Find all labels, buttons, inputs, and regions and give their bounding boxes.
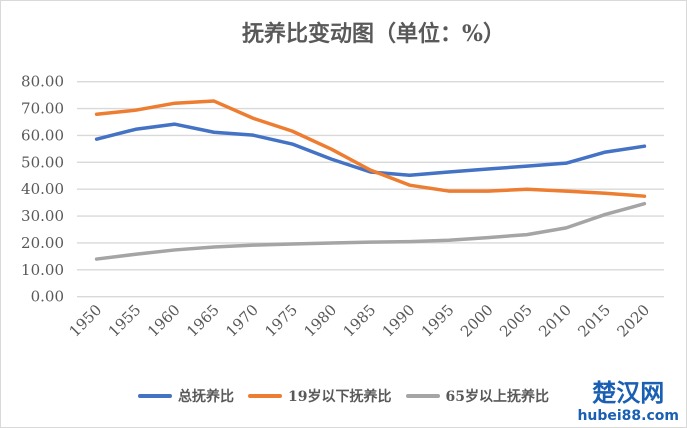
x-tick-label: 1985 bbox=[340, 301, 380, 341]
legend-swatch bbox=[248, 394, 283, 398]
y-tick-label: 80.00 bbox=[21, 73, 64, 91]
x-tick-label: 2015 bbox=[574, 301, 614, 341]
x-tick-label: 2000 bbox=[457, 301, 497, 341]
y-tick-label: 40.00 bbox=[21, 180, 64, 198]
chart-title: 抚养比变动图（单位：%） bbox=[242, 21, 505, 47]
legend-label: 19岁以下抚养比 bbox=[288, 389, 392, 405]
y-tick-label: 0.00 bbox=[31, 288, 64, 306]
y-tick-label: 20.00 bbox=[21, 234, 64, 252]
x-tick-label: 2020 bbox=[614, 301, 654, 341]
x-tick-label: 1975 bbox=[261, 301, 301, 341]
y-tick-label: 10.00 bbox=[21, 261, 64, 279]
series-line-3 bbox=[94, 201, 647, 261]
legend: 总抚养比 19岁以下抚养比 65岁以上抚养比 bbox=[0, 386, 687, 406]
legend-swatch bbox=[138, 394, 173, 398]
y-tick-label: 50.00 bbox=[21, 153, 64, 171]
legend-label: 总抚养比 bbox=[178, 389, 235, 405]
x-tick-label: 1995 bbox=[418, 301, 458, 341]
legend-label: 65岁以上抚养比 bbox=[445, 389, 549, 405]
y-tick-label: 70.00 bbox=[21, 100, 64, 118]
legend-item: 65岁以上抚养比 bbox=[405, 386, 549, 406]
watermark-url: hubei88.com bbox=[577, 408, 679, 424]
legend-swatch bbox=[405, 394, 440, 398]
watermark-name: 楚汉网 bbox=[592, 379, 665, 407]
x-tick-label: 1980 bbox=[300, 301, 340, 341]
series-line-1 bbox=[94, 122, 647, 177]
x-tick-label: 1965 bbox=[183, 301, 223, 341]
legend-item: 总抚养比 bbox=[138, 386, 234, 406]
x-tick-label: 1970 bbox=[222, 301, 262, 341]
y-tick-label: 30.00 bbox=[21, 207, 64, 225]
series-line-2 bbox=[94, 99, 647, 198]
y-tick-label: 60.00 bbox=[21, 126, 64, 144]
x-tick-label: 1990 bbox=[379, 301, 419, 341]
x-tick-label: 2005 bbox=[496, 301, 536, 341]
x-tick-label: 1955 bbox=[105, 301, 145, 341]
x-tick-label: 1950 bbox=[66, 301, 106, 341]
watermark-logo: 楚汉网 hubei88.com bbox=[577, 373, 679, 424]
legend-item: 19岁以下抚养比 bbox=[248, 386, 392, 406]
x-tick-label: 1960 bbox=[144, 301, 184, 341]
x-tick-label: 2010 bbox=[535, 301, 575, 341]
